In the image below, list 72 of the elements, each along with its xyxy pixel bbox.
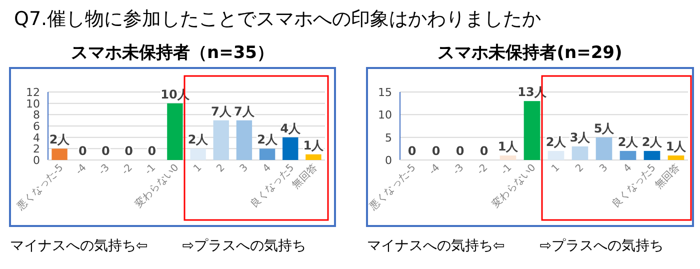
text: ⇨プラスへの気持ち: [182, 238, 306, 254]
bar: [236, 120, 252, 160]
data-label: 0: [480, 144, 488, 158]
y-tick-label: 4: [33, 131, 40, 144]
bar: [52, 148, 68, 160]
bar: [259, 148, 276, 160]
data-label: 0: [78, 144, 87, 158]
x-tick-label: 3: [238, 162, 250, 175]
data-label: 7人: [210, 104, 232, 118]
data-label: 7人: [234, 104, 256, 118]
data-label: 1人: [303, 138, 325, 152]
bar: [524, 101, 540, 160]
x-tick-label: 2: [574, 162, 586, 175]
bar: [644, 150, 660, 160]
x-tick-label: 3: [598, 162, 610, 175]
data-label: 0: [102, 144, 110, 158]
bar: [190, 148, 206, 160]
data-label: 2人: [188, 132, 210, 147]
bar: [167, 103, 183, 160]
y-tick-label: 5: [385, 131, 392, 144]
x-tick-label: -4: [74, 162, 89, 178]
chart-title: スマホ未保持者(n=29): [438, 43, 622, 63]
data-label: 3人: [570, 130, 592, 144]
bar: [306, 154, 322, 160]
data-label: 2人: [49, 132, 71, 147]
y-tick-label: 0: [385, 154, 392, 167]
x-tick-label: -3: [96, 162, 112, 178]
x-tick-label: -1: [143, 162, 158, 178]
data-label: 0: [432, 144, 440, 158]
bar: [596, 137, 612, 160]
bar: [500, 155, 516, 160]
x-tick-label: -2: [475, 162, 490, 178]
x-tick-label: -4: [427, 162, 442, 178]
x-tick-label: 1: [192, 162, 204, 175]
x-tick-label: 4: [261, 162, 274, 175]
chart-title: スマホ未保持者（n=35）: [70, 43, 274, 63]
y-tick-label: 12: [26, 86, 40, 99]
bar: [213, 120, 229, 160]
text: マイナスへの気持ち⇦: [10, 238, 148, 254]
text: マイナスへの気持ち⇦: [367, 238, 505, 254]
data-label: 2人: [546, 134, 568, 149]
text: ⇨プラスへの気持ち: [540, 238, 664, 254]
data-label: 5人: [594, 121, 616, 136]
data-label: 0: [408, 144, 416, 158]
data-label: 2人: [618, 134, 640, 149]
data-label: 2人: [257, 132, 278, 147]
bar: [572, 146, 588, 160]
data-label: 0: [124, 144, 133, 158]
y-tick-label: 10: [378, 108, 392, 122]
text: Q7.催し物に参加したことでスマホへの印象はかわりましたか: [14, 8, 542, 30]
data-label: 0: [148, 144, 156, 158]
y-tick-label: 15: [378, 86, 392, 99]
data-label: 1人: [498, 139, 520, 154]
bar: [620, 150, 636, 160]
y-tick-label: 10: [26, 97, 40, 110]
y-tick-label: 8: [33, 108, 40, 122]
x-tick-label: -3: [451, 162, 466, 178]
x-tick-label: -1: [499, 162, 514, 178]
y-tick-label: 0: [33, 154, 40, 167]
y-tick-label: 2: [33, 142, 40, 156]
data-label: 1人: [666, 139, 688, 154]
x-tick-label: 2: [214, 162, 228, 175]
bar: [668, 155, 684, 160]
data-label: 2人: [642, 134, 664, 149]
x-tick-label: 1: [550, 162, 562, 175]
bar: [282, 137, 298, 160]
x-tick-label: 4: [622, 162, 634, 175]
y-tick-label: 6: [33, 120, 40, 133]
data-label: 4人: [280, 121, 302, 136]
data-label: 0: [456, 144, 464, 158]
bar: [548, 150, 564, 160]
x-tick-label: -2: [120, 162, 135, 178]
